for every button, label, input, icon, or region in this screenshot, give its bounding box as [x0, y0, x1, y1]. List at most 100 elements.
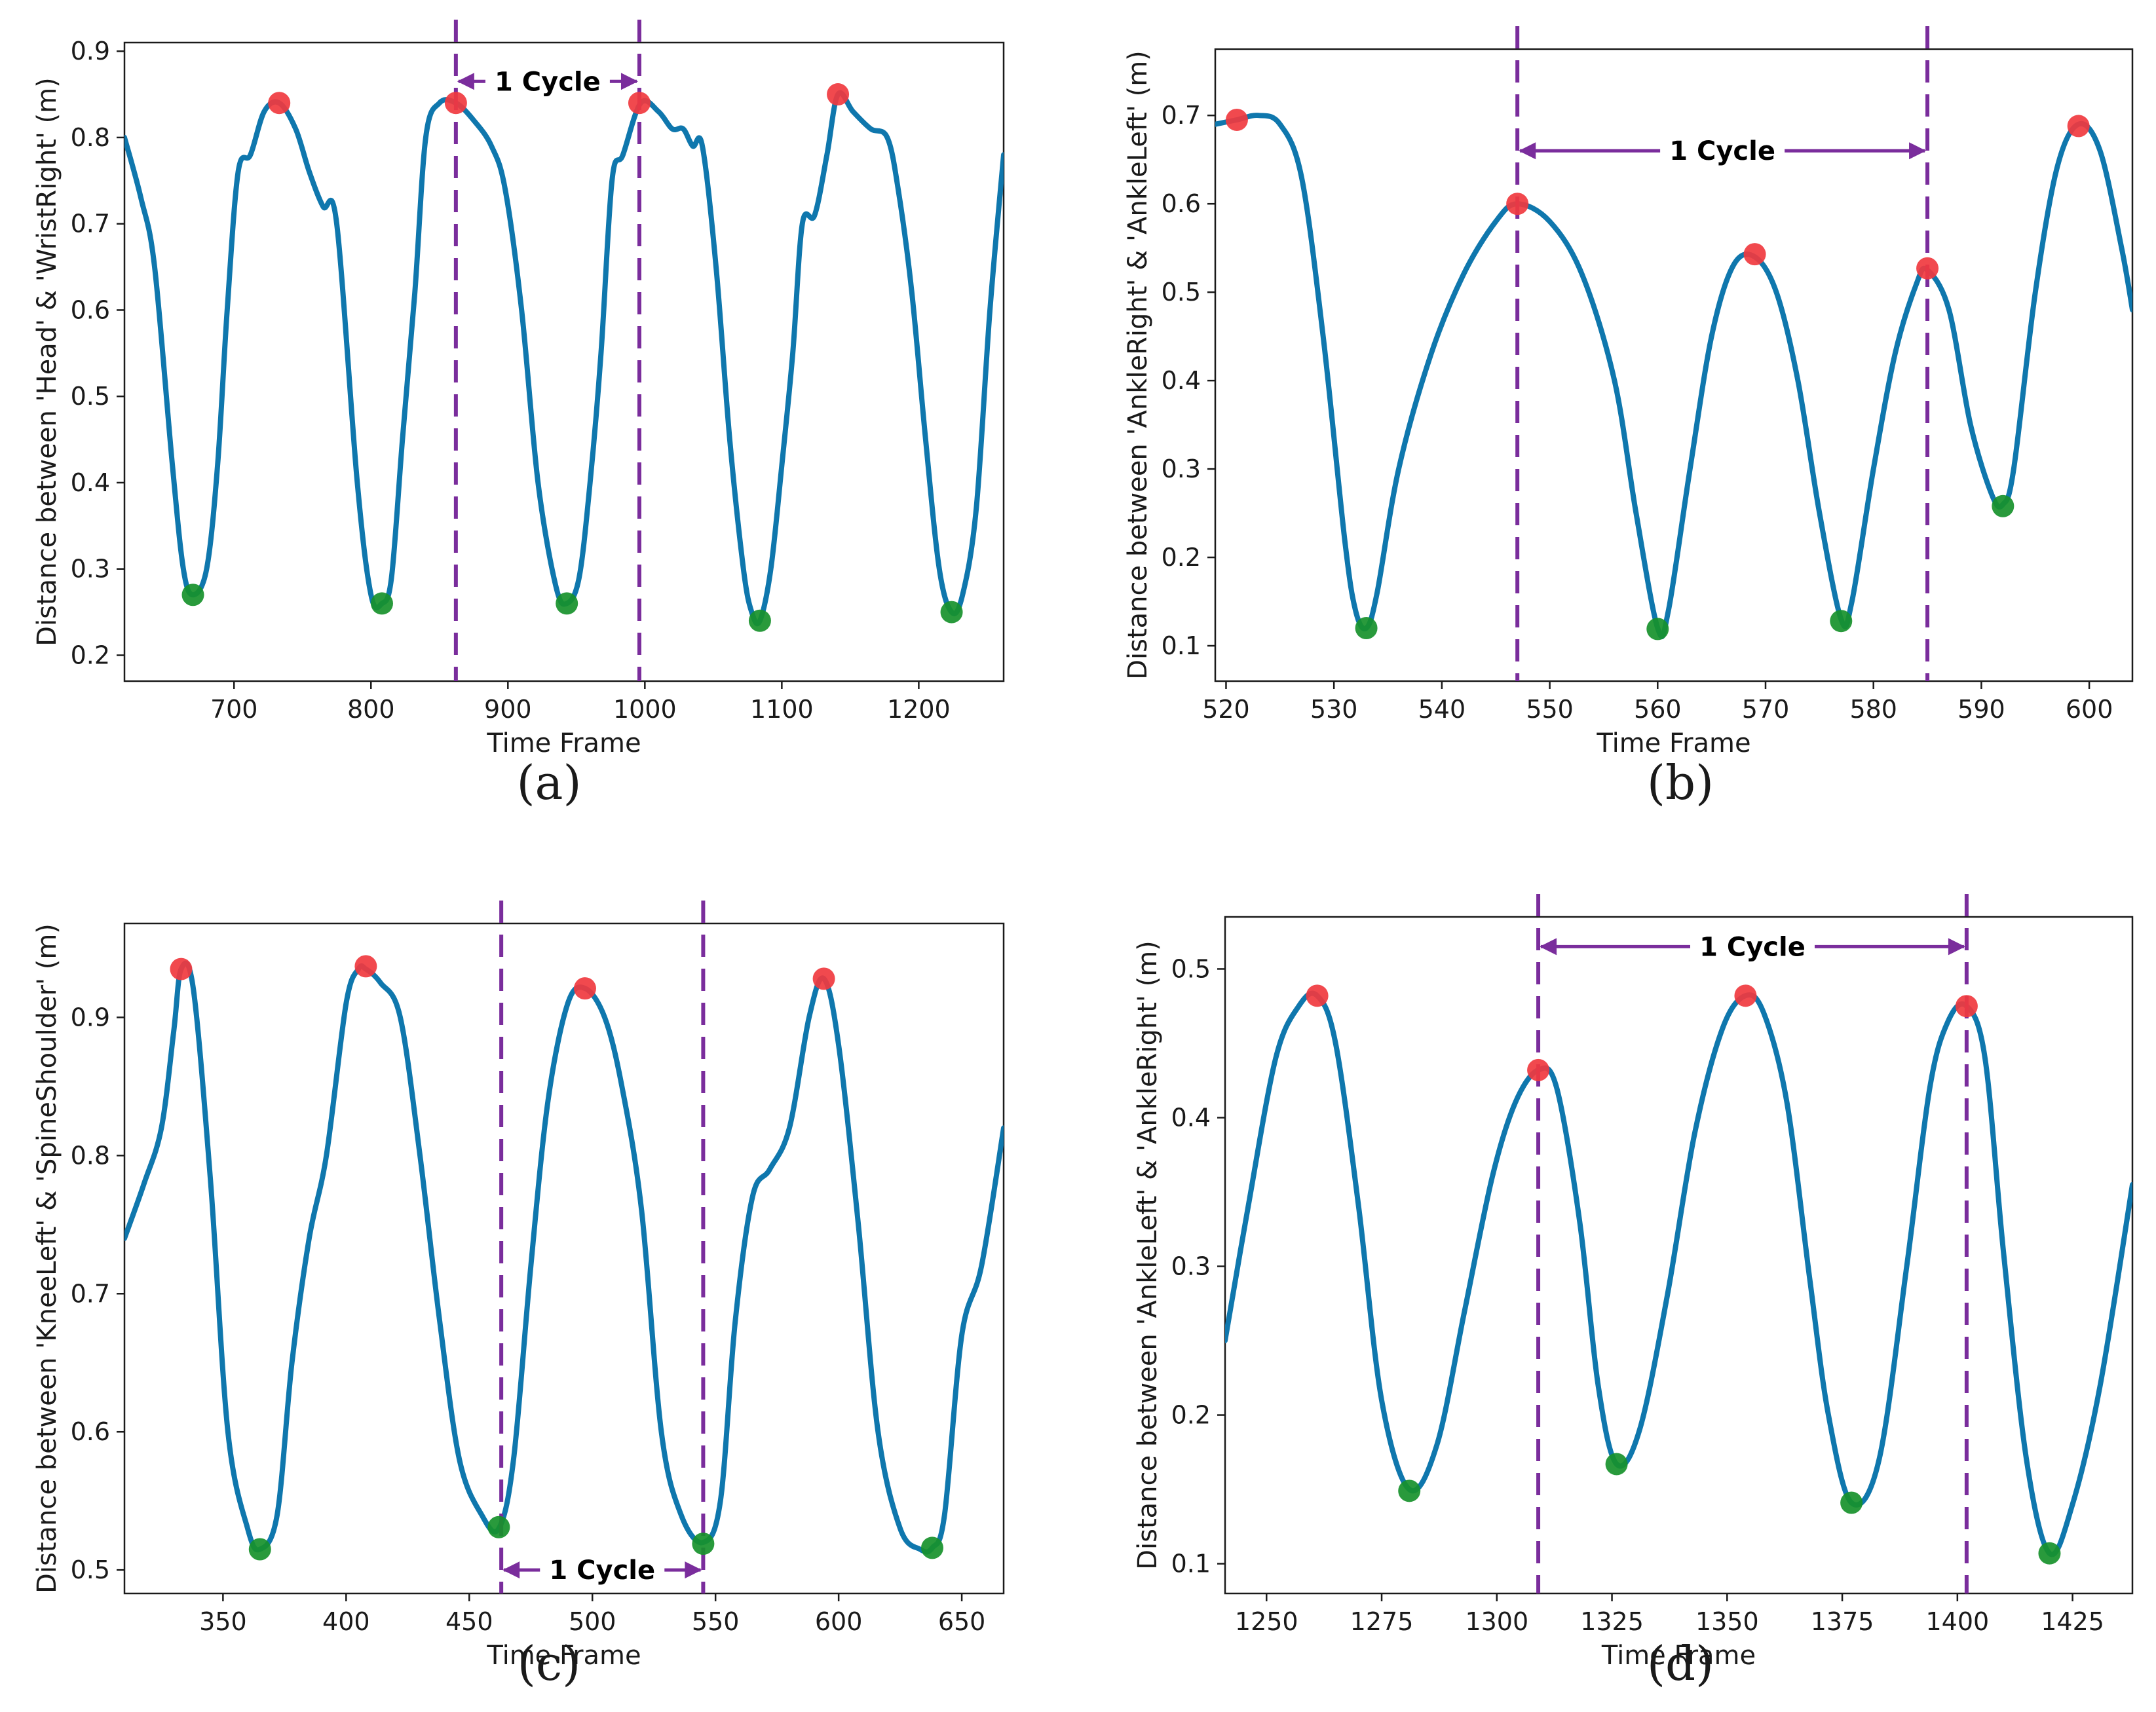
trough-marker — [748, 609, 771, 632]
trough-marker — [487, 1516, 510, 1538]
distance-series-line — [124, 90, 1004, 627]
y-tick-label: 0.3 — [1162, 455, 1201, 483]
peak-marker — [827, 83, 850, 106]
peak-marker — [1955, 995, 1978, 1018]
cycle-arrowhead-left — [1540, 938, 1557, 956]
peak-marker — [1527, 1058, 1550, 1081]
y-axis-label: Distance between 'KneeLeft' & 'SpineShou… — [32, 923, 62, 1593]
x-tick-label: 400 — [322, 1607, 370, 1636]
trough-marker — [940, 601, 963, 623]
cycle-arrowhead-left — [502, 1561, 520, 1579]
x-tick-label: 550 — [692, 1607, 740, 1636]
cycle-label: 1 Cycle — [1699, 932, 1806, 962]
x-tick-label: 700 — [210, 695, 258, 724]
y-tick-label: 0.7 — [71, 1279, 110, 1308]
trough-marker — [1398, 1479, 1421, 1502]
distance-series-line — [124, 960, 1004, 1555]
chart-panel-d: 1250 1275 1300 1325 1350 1375 1400 1425 0.1 0.2 0.… — [1133, 894, 2134, 1691]
y-axis-label: Distance between 'AnkleLeft' & 'AnkleRig… — [1133, 940, 1163, 1570]
x-tick-label: 1275 — [1350, 1607, 1414, 1636]
chart-panel-a: 700 800 900 1000 1100 1200 0.2 0.3 0.4 0.5 0.6 0.7 0… — [32, 20, 1005, 810]
x-tick-label: 1350 — [1695, 1607, 1759, 1636]
x-tick-label: 1000 — [613, 695, 677, 724]
chart-panel-c: 350 400 450 500 550 600 650 0.5 0.6 0.7 0.8 0.9 Time… — [32, 901, 1005, 1691]
x-tick-label: 540 — [1418, 695, 1466, 724]
x-tick-label: 1375 — [1811, 1607, 1874, 1636]
panel-label: (b) — [1647, 755, 1714, 810]
y-tick-label: 0.4 — [71, 468, 110, 497]
trough-marker — [920, 1536, 943, 1559]
x-tick-label: 1325 — [1580, 1607, 1644, 1636]
peak-marker — [1225, 108, 1248, 131]
y-tick-label: 0.1 — [1171, 1550, 1211, 1578]
panel-label: (a) — [516, 755, 581, 810]
x-tick-label: 1300 — [1465, 1607, 1528, 1636]
x-tick-label: 650 — [938, 1607, 986, 1636]
peak-marker — [170, 958, 193, 980]
y-tick-label: 0.6 — [71, 1417, 110, 1446]
peak-marker — [628, 92, 651, 115]
x-tick-label: 580 — [1849, 695, 1897, 724]
trough-marker — [556, 592, 578, 615]
peak-marker — [444, 92, 467, 115]
distance-series-line — [1215, 113, 2132, 640]
trough-marker — [2038, 1542, 2061, 1565]
x-tick-label: 1200 — [887, 695, 951, 724]
x-tick-label: 1100 — [750, 695, 814, 724]
y-tick-label: 0.6 — [1162, 189, 1201, 218]
peak-marker — [354, 955, 377, 978]
y-tick-label: 0.7 — [1162, 101, 1201, 130]
y-tick-label: 0.2 — [71, 641, 110, 669]
x-tick-label: 600 — [815, 1607, 863, 1636]
x-tick-label: 570 — [1742, 695, 1790, 724]
y-tick-label: 0.3 — [71, 555, 110, 584]
peak-marker — [2067, 115, 2090, 138]
y-tick-label: 0.8 — [71, 123, 110, 152]
x-tick-label: 1400 — [1925, 1607, 1989, 1636]
y-tick-label: 0.8 — [71, 1141, 110, 1170]
peak-marker — [812, 967, 835, 990]
trough-marker — [370, 592, 393, 615]
cycle-arrowhead-right — [1948, 938, 1965, 956]
x-axis-label: Time Frame — [486, 728, 641, 758]
trough-marker — [1840, 1491, 1863, 1514]
plot-frame — [123, 41, 1005, 682]
trough-marker — [1992, 494, 2014, 517]
y-tick-label: 0.7 — [71, 210, 110, 238]
plot-frame — [1224, 916, 2134, 1595]
y-tick-label: 0.1 — [1162, 631, 1201, 660]
x-axis-label: Time Frame — [1601, 1641, 1756, 1671]
x-axis-label: Time Frame — [1596, 728, 1750, 758]
cycle-arrowhead-right — [620, 73, 638, 90]
plot-frame — [123, 922, 1005, 1595]
trough-marker — [1605, 1453, 1628, 1476]
chart-panel-b: 520 530 540 550 560 570 580 590 600 0.1 0.2 0.3 0.4 0… — [1123, 26, 2134, 810]
y-tick-label: 0.4 — [1162, 366, 1201, 395]
plot-frame — [1214, 48, 2134, 682]
cycle-label: 1 Cycle — [495, 67, 601, 97]
trough-marker — [692, 1533, 715, 1555]
y-axis-label: Distance between 'AnkleRight' & 'AnkleLe… — [1123, 50, 1153, 680]
cycle-label: 1 Cycle — [1669, 136, 1775, 166]
x-tick-label: 1425 — [2041, 1607, 2104, 1636]
y-tick-label: 0.2 — [1171, 1401, 1211, 1430]
peak-marker — [1734, 984, 1757, 1007]
y-axis-label: Distance between 'Head' & 'WristRight' (… — [32, 77, 62, 646]
x-tick-label: 600 — [2066, 695, 2113, 724]
cycle-arrowhead-left — [457, 73, 474, 90]
y-tick-label: 0.5 — [1171, 954, 1211, 983]
x-tick-label: 450 — [445, 1607, 493, 1636]
x-tick-label: 520 — [1202, 695, 1250, 724]
y-tick-label: 0.2 — [1162, 543, 1201, 572]
y-tick-label: 0.4 — [1171, 1103, 1211, 1132]
x-tick-label: 560 — [1634, 695, 1682, 724]
trough-marker — [181, 584, 204, 606]
distance-series-line — [1225, 990, 2132, 1557]
trough-marker — [1355, 617, 1378, 640]
y-tick-label: 0.5 — [71, 382, 110, 411]
peak-marker — [1743, 243, 1766, 266]
y-tick-label: 0.9 — [71, 37, 110, 65]
y-tick-label: 0.6 — [71, 295, 110, 324]
x-tick-label: 590 — [1957, 695, 2005, 724]
